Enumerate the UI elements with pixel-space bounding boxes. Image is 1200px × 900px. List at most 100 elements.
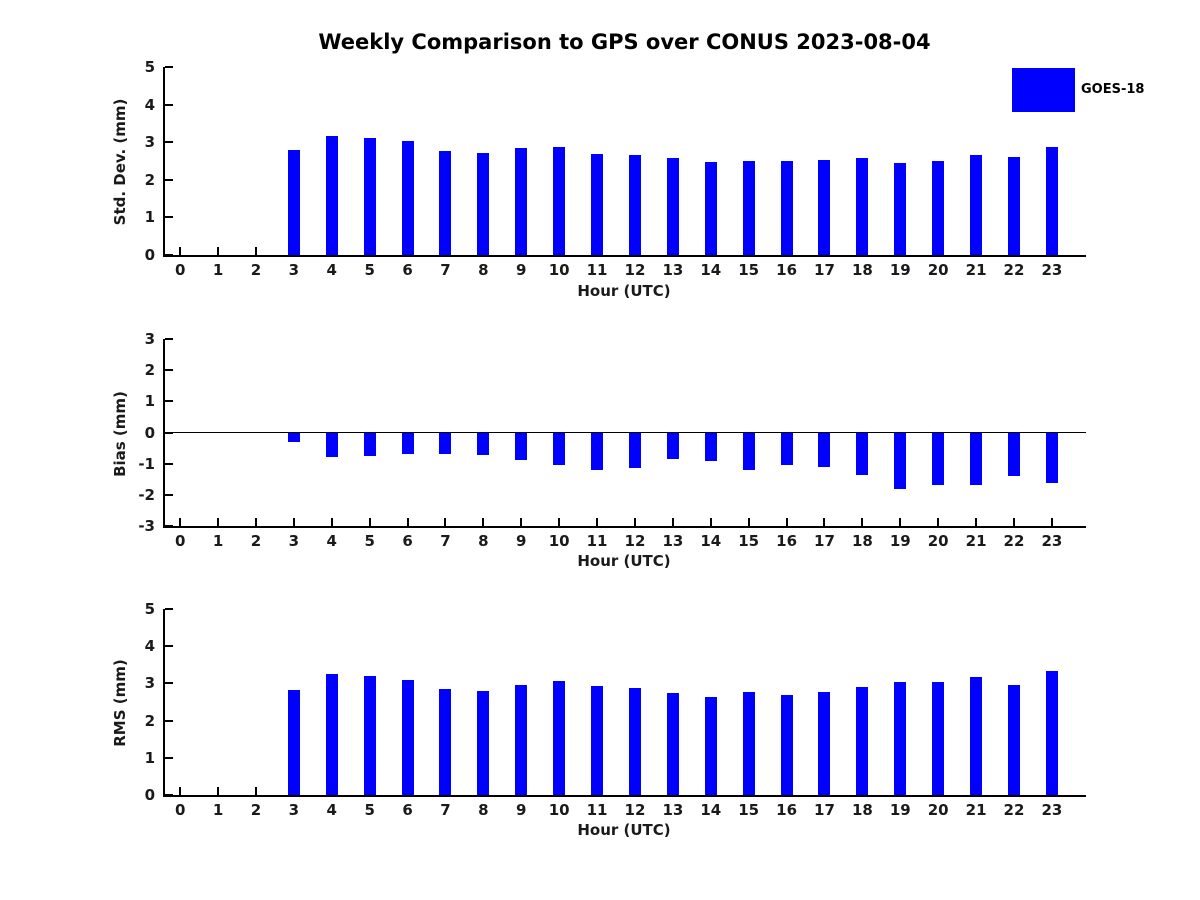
x-tick-label: 5 [364, 801, 375, 819]
x-tick-mark [179, 787, 182, 795]
y-tick-label: 3 [144, 330, 155, 348]
x-tick-mark [747, 518, 750, 526]
bar-hour-5 [363, 675, 376, 795]
x-tick-label: 13 [662, 801, 684, 819]
x-tick-label: 6 [402, 801, 413, 819]
x-tick-mark [558, 518, 561, 526]
y-tick-mark [165, 756, 173, 759]
bar-hour-14 [704, 162, 717, 255]
x-tick-mark [217, 247, 220, 255]
bar-hour-7 [439, 688, 452, 795]
bar-hour-20 [932, 432, 945, 485]
bar-hour-3 [287, 432, 300, 443]
x-tick-label: 9 [516, 801, 527, 819]
legend-swatch-goes18 [1012, 68, 1075, 112]
x-tick-label: 17 [814, 801, 835, 819]
bar-hour-12 [628, 687, 641, 795]
x-tick-label: 14 [700, 261, 722, 279]
bar-hour-15 [742, 161, 755, 255]
y-tick-label: 3 [144, 133, 155, 152]
x-tick-label: 23 [1041, 801, 1063, 819]
bar-hour-8 [477, 690, 490, 795]
x-tick-mark [179, 518, 182, 526]
x-tick-label: 10 [548, 261, 570, 279]
bar-hour-21 [970, 676, 983, 795]
y-tick-label: 2 [144, 170, 155, 189]
x-tick-mark [292, 518, 295, 526]
x-tick-label: 23 [1041, 261, 1063, 279]
y-tick-mark [165, 794, 173, 796]
x-tick-mark [217, 787, 220, 795]
x-tick-label: 19 [889, 532, 911, 550]
x-tick-label: 20 [927, 261, 949, 279]
y-tick-mark [165, 178, 173, 181]
x-tick-label: 18 [851, 532, 873, 550]
x-tick-label: 8 [478, 801, 489, 819]
bar-hour-7 [439, 432, 452, 455]
y-tick-label: 4 [144, 637, 155, 656]
bar-hour-10 [553, 681, 566, 795]
x-tick-label: 7 [440, 801, 451, 819]
x-tick-mark [861, 518, 864, 526]
y-tick-mark [165, 400, 173, 403]
x-tick-label: 12 [624, 261, 646, 279]
bar-hour-14 [704, 432, 717, 462]
x-tick-label: 3 [288, 261, 300, 279]
x-tick-mark [899, 518, 902, 526]
bar-hour-9 [515, 684, 528, 795]
x-tick-label: 8 [478, 261, 489, 279]
y-tick-label: 3 [144, 674, 155, 693]
bar-hour-17 [818, 691, 831, 795]
bar-hour-17 [818, 432, 831, 468]
x-tick-label: 19 [889, 801, 911, 819]
bar-hour-15 [742, 691, 755, 795]
bar-hour-5 [363, 138, 376, 255]
bar-hour-21 [970, 155, 983, 255]
bar-hour-6 [401, 432, 414, 454]
subplot-bias: -3 -2 -1 0 1 2 3 0 1 2 3 4 5 6 7 8 9 10 11 12 13 14 15 16 17 18 19… [138, 330, 1086, 550]
bar-hour-13 [666, 693, 679, 795]
bar-hour-22 [1007, 432, 1020, 476]
x-tick-label: 4 [326, 801, 337, 819]
bar-hour-6 [401, 141, 414, 255]
x-tick-label: 9 [516, 532, 527, 550]
x-tick-mark [254, 787, 257, 795]
y-tick-mark [165, 645, 173, 648]
bar-hour-4 [325, 432, 338, 458]
y-tick-label: 0 [144, 786, 155, 804]
subplot-std-dev: 0 1 2 3 4 5 0 1 2 3 4 5 6 7 8 9 10 11 12 13 14 15 16 17 18 19 20 21… [145, 58, 1086, 279]
x-tick-mark [254, 518, 257, 526]
x-tick-label: 12 [624, 801, 646, 819]
x-tick-label: 18 [851, 261, 873, 279]
x-tick-label: 4 [326, 261, 337, 279]
x-tick-label: 5 [364, 532, 375, 550]
x-tick-mark [368, 518, 371, 526]
x-tick-label: 5 [364, 261, 375, 279]
x-tick-mark [520, 518, 523, 526]
x-tick-label: 2 [250, 261, 262, 279]
y-tick-mark [165, 525, 173, 527]
x-tick-label: 22 [1003, 532, 1025, 550]
x-tick-label: 17 [814, 261, 835, 279]
bar-hour-23 [1045, 671, 1058, 795]
y-tick-mark [165, 682, 173, 685]
y-axis-label-bias: Bias (mm) [111, 391, 129, 477]
y-tick-label: 5 [144, 600, 155, 618]
x-tick-label: 13 [662, 532, 684, 550]
x-tick-label: 18 [851, 801, 873, 819]
y-tick-mark [165, 254, 173, 256]
x-tick-label: 10 [548, 532, 570, 550]
x-tick-label: 16 [776, 261, 798, 279]
x-tick-label: 1 [212, 532, 224, 550]
bar-hour-19 [894, 162, 907, 255]
bar-hour-4 [325, 674, 338, 795]
x-tick-label: 20 [927, 801, 949, 819]
y-tick-label: 2 [144, 711, 155, 730]
x-tick-label: 15 [738, 261, 760, 279]
x-tick-mark [633, 518, 636, 526]
y-tick-label: 2 [144, 361, 155, 380]
x-tick-label: 9 [516, 261, 527, 279]
bar-hour-18 [856, 687, 869, 795]
x-tick-mark [254, 247, 257, 255]
